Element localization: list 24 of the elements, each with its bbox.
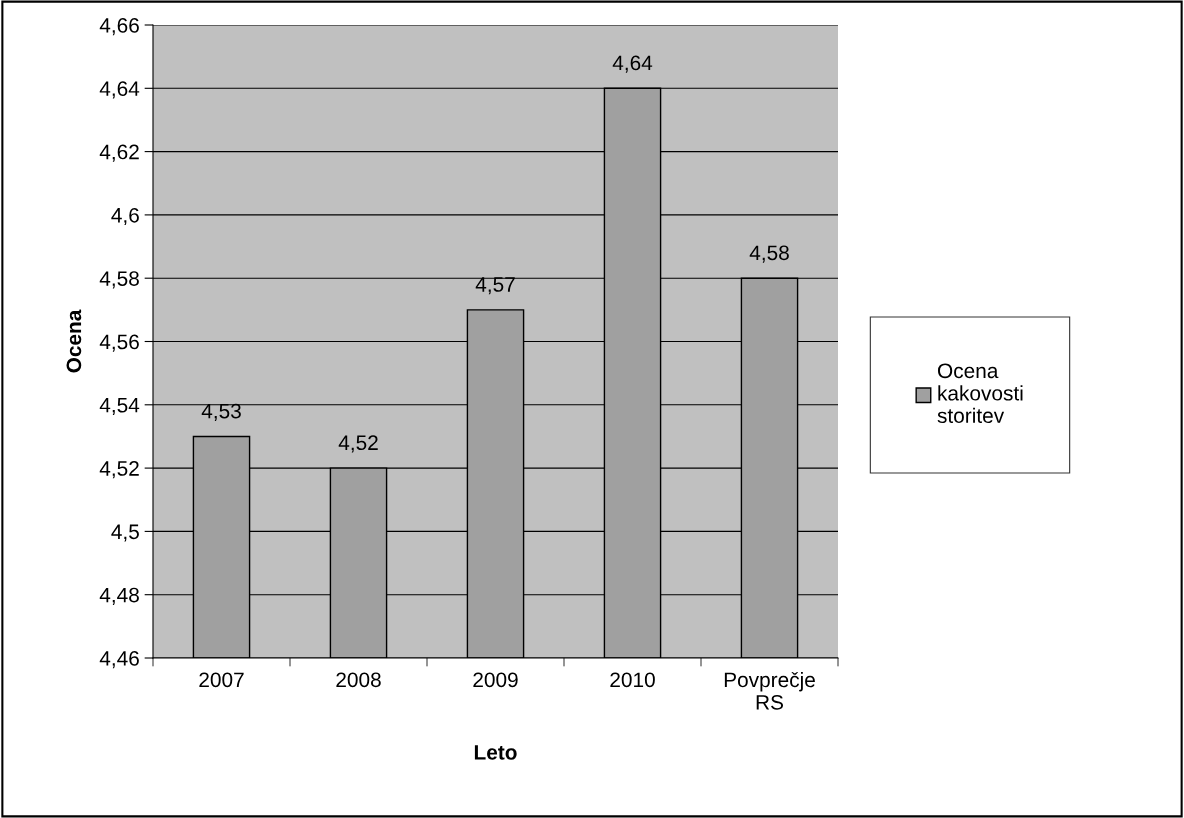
y-tick-label: 4,54 [99, 398, 140, 416]
y-tick-label: 4,52 [99, 461, 139, 479]
data-label: 4,53 [201, 403, 241, 421]
x-tick-label: 2009 [473, 672, 518, 688]
data-label: 4,52 [338, 435, 378, 453]
x-tick-label: 2010 [610, 672, 655, 688]
x-tick-label: 2008 [336, 672, 381, 688]
data-label: 4,57 [475, 277, 515, 295]
y-tick-label: 4,6 [111, 207, 139, 226]
y-tick-label: 4,58 [99, 271, 139, 289]
data-label: 4,64 [612, 55, 653, 73]
x-tick-label: Povprečje RS [724, 671, 815, 710]
y-tick-label: 4,46 [99, 651, 139, 669]
y-tick-label: 4,64 [99, 81, 140, 99]
y-tick-label: 4,56 [99, 334, 139, 352]
y-tick-label: 4,5 [111, 524, 139, 542]
x-tick-label: 2007 [199, 672, 244, 688]
legend-label: Ocena kakovosti storitev [937, 363, 1023, 424]
y-axis-title: Ocena [66, 309, 82, 373]
data-label: 4,58 [749, 245, 789, 263]
y-tick-label: 4,66 [99, 18, 139, 36]
y-tick-label: 4,62 [99, 144, 139, 162]
y-tick-label: 4,48 [99, 587, 139, 605]
x-axis-title: Leto [474, 745, 517, 760]
